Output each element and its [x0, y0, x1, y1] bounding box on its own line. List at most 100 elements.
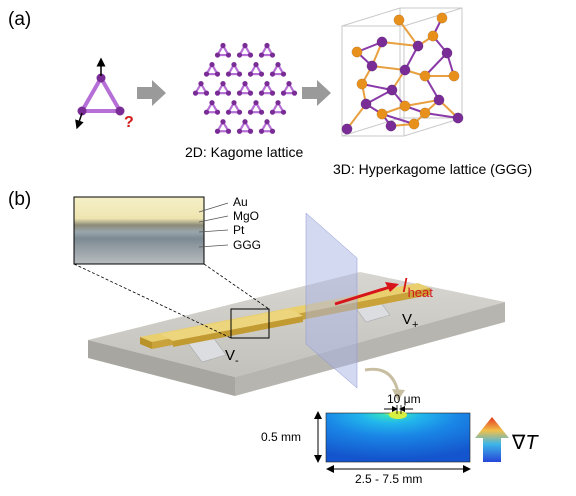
- gradient-nabla: ∇: [511, 432, 526, 454]
- kagome-site: [225, 109, 232, 115]
- gradient-arrow-icon: [475, 417, 509, 462]
- heat-current-arrow-icon: [334, 285, 391, 306]
- hyperkagome-atom: [408, 118, 420, 130]
- kagome-site: [242, 42, 248, 49]
- panel-a-label: (a): [8, 9, 31, 30]
- v-minus-subscript: -: [235, 355, 239, 367]
- kagome-site: [264, 119, 270, 125]
- gray-arrow-1-icon: [137, 80, 166, 106]
- kagome-site: [247, 128, 254, 134]
- width-label: 10 μm: [387, 392, 421, 406]
- curved-arrow-icon: [364, 367, 400, 393]
- hyperkagome-atom: [393, 14, 405, 26]
- hyperkagome-bond: [398, 19, 419, 47]
- hyperkagome-bond: [381, 41, 419, 47]
- hyperkagome-atom: [385, 120, 397, 132]
- hyperkagome-atom: [386, 84, 398, 96]
- kagome-site: [214, 71, 221, 77]
- kagome-site: [280, 71, 287, 77]
- kagome-site: [258, 71, 265, 77]
- hyperkagome-atoms: [341, 12, 464, 135]
- kagome-site: [247, 71, 254, 77]
- hyperkagome-atom: [341, 123, 353, 135]
- kagome-site: [247, 52, 254, 58]
- kagome-site: [253, 100, 259, 106]
- hyperkagome-atom: [441, 47, 453, 59]
- layer-label-mgo: MgO: [233, 209, 259, 223]
- kagome-site: [231, 100, 237, 106]
- temperature-map: [325, 412, 471, 463]
- kagome-site: [258, 52, 265, 58]
- kagome-site: [236, 109, 243, 115]
- kagome-site: [242, 119, 248, 125]
- kagome-site: [225, 52, 232, 58]
- kagome-site: [209, 100, 215, 106]
- kagome-site: [236, 128, 243, 134]
- kagome-site: [192, 90, 199, 96]
- depth-label: 0.5 mm: [261, 430, 301, 444]
- kagome-site: [269, 128, 276, 134]
- kagome-site: [225, 71, 232, 77]
- spin-down-arrow-icon: [75, 112, 84, 130]
- kagome-site: [275, 100, 281, 106]
- hyperkagome-atom: [366, 60, 378, 72]
- layer-label-pt: Pt: [233, 223, 245, 237]
- heat-current-subscript: heat: [408, 285, 434, 300]
- hyperkagome-lattice: [341, 7, 464, 137]
- kagome-site: [264, 42, 270, 49]
- hyperkagome-bond: [424, 52, 448, 77]
- heat-current-symbol: I: [402, 275, 408, 297]
- hyperkagome-bond: [381, 113, 415, 125]
- hyperkagome-atom: [376, 36, 388, 48]
- kagome-site: [258, 109, 265, 115]
- kagome-lattice: [192, 42, 298, 134]
- hyperkagome-atom: [356, 78, 368, 90]
- hyperkagome-caption: 3D: Hyperkagome lattice (GGG): [333, 161, 532, 177]
- kagome-site: [220, 42, 226, 49]
- kagome-site: [247, 90, 254, 96]
- hyperkagome-atom: [427, 30, 439, 42]
- ggg-substrate: [88, 272, 505, 396]
- hyperkagome-atom: [412, 40, 424, 52]
- kagome-site: [225, 90, 232, 96]
- kagome-site: [280, 109, 287, 115]
- kagome-site: [209, 61, 215, 68]
- hyperkagome-bond: [346, 103, 367, 130]
- hyperkagome-atom: [419, 70, 431, 82]
- kagome-site: [275, 61, 281, 68]
- kagome-site: [258, 90, 265, 96]
- kagome-site: [236, 52, 243, 58]
- kagome-site: [269, 109, 276, 115]
- v-minus-symbol: V: [225, 347, 235, 364]
- kagome-site: [264, 81, 270, 87]
- hyperkagome-atom: [399, 100, 411, 112]
- v-plus-symbol: V: [402, 311, 412, 328]
- length-label: 2.5 - 7.5 mm: [355, 472, 422, 486]
- panel-b-label: (b): [8, 189, 31, 210]
- hyperkagome-bond: [404, 99, 440, 107]
- hyperkagome-atom: [448, 70, 460, 82]
- gradient-label: ∇T: [511, 432, 539, 454]
- kagome-site: [220, 81, 226, 87]
- kagome-site: [242, 81, 248, 87]
- kagome-site: [236, 71, 243, 77]
- kagome-site: [203, 71, 210, 77]
- kagome-caption: 2D: Kagome lattice: [185, 144, 303, 160]
- kagome-site: [286, 81, 292, 87]
- hyperkagome-atom: [452, 112, 464, 124]
- hyperkagome-bond: [371, 65, 406, 71]
- kagome-site: [214, 109, 221, 115]
- kagome-site: [269, 71, 276, 77]
- triangle-unit: ?: [75, 57, 134, 131]
- v-plus-label: V+: [402, 311, 418, 331]
- hyperkagome-atom: [436, 12, 448, 24]
- frustration-question-mark: ?: [124, 114, 134, 131]
- gray-arrow-2-icon: [302, 80, 331, 106]
- layer-inset: [73, 196, 205, 265]
- hyperkagome-atom: [360, 98, 372, 110]
- kagome-site: [220, 119, 226, 125]
- v-minus-label: V-: [225, 347, 239, 367]
- hyperkagome-bond: [424, 112, 459, 119]
